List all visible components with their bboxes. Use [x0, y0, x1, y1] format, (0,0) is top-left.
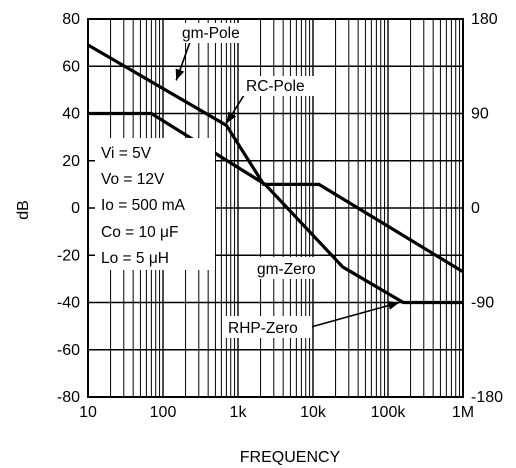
y2-tick-label: 180 — [471, 11, 498, 28]
annotation-gm-pole: gm-Pole — [182, 25, 240, 42]
annotation-rhp-zero: RHP-Zero — [228, 320, 298, 337]
x-tick-label: 1M — [452, 404, 474, 421]
y-tick-label: 80 — [62, 11, 80, 28]
condition-vo: Vo = 12V — [101, 171, 165, 188]
y-tick-label: -40 — [57, 295, 80, 312]
x-tick-label: 100k — [371, 404, 407, 421]
y-tick-label: -80 — [57, 389, 80, 406]
condition-lo: Lo = 5 μH — [101, 250, 169, 267]
y2-tick-label: 90 — [471, 106, 489, 123]
x-tick-label: 10k — [300, 404, 327, 421]
annotation-gm-zero: gm-Zero — [257, 261, 316, 278]
y-tick-label: 0 — [71, 200, 80, 217]
rhp-zero-pointer — [311, 301, 399, 327]
x-tick-label: 1k — [230, 404, 248, 421]
y2-tick-label: 0 — [471, 200, 480, 217]
y-tick-label: 20 — [62, 153, 80, 170]
y-tick-label: 40 — [62, 106, 80, 123]
x-tick-label: 10 — [79, 404, 97, 421]
x-tick-label: 100 — [150, 404, 177, 421]
y-axis-label: dB — [15, 200, 32, 220]
y2-tick-label: -180 — [471, 389, 503, 406]
x-axis-label: FREQUENCY — [240, 449, 341, 466]
gm-pole-pointer — [176, 42, 190, 80]
y-tick-label: -60 — [57, 342, 80, 359]
rc-pole-pointer — [226, 92, 246, 123]
y-tick-label: 60 — [62, 58, 80, 75]
condition-vi: Vi = 5V — [101, 145, 152, 162]
condition-co: Co = 10 μF — [101, 224, 178, 241]
annotation-rc-pole: RC-Pole — [246, 78, 305, 95]
y2-tick-label: -90 — [471, 295, 494, 312]
condition-io: Io = 500 mA — [101, 197, 186, 214]
y-tick-label: -20 — [57, 247, 80, 264]
